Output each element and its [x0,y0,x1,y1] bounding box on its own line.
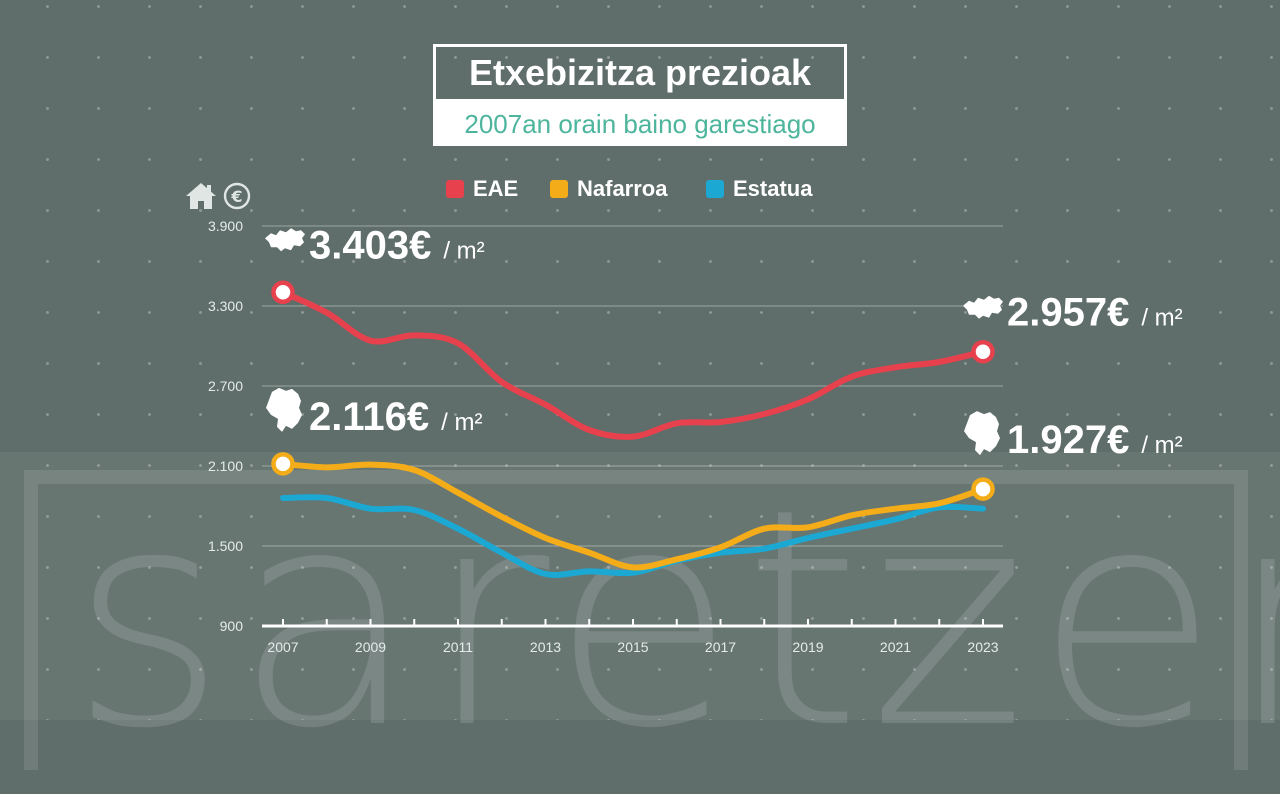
legend-label-nafarroa: Nafarroa [577,176,668,201]
watermark-band [0,452,1280,720]
price-label: 2.116€ / m² [309,395,482,439]
data-point-eae-2023 [971,339,995,364]
series-line-eae [280,289,986,440]
legend-item-estatua: Estatua [706,174,812,204]
euro-icon: € [223,182,251,210]
legend-swatch-nafarroa [550,180,568,198]
line-chart: 3.900 3.300 2.700 2.100 1.500 900 2007 2009 2011… [208,218,1183,655]
legend-label-eae: EAE [473,176,519,201]
price-annotation-eae-2023: 2.957€ / m² [963,291,1183,335]
price-unit: / m² [1141,305,1182,332]
price-unit: / m² [1141,432,1182,459]
price-annotation-eae-2007: 3.403€ / m² [265,223,485,267]
svg-text:€: € [230,187,242,206]
price-annotation-nafarroa-2023: 1.927€ / m² [964,411,1183,462]
x-tick-label: 2013 [530,639,561,655]
chart-subtitle: 2007an orain baino garestiago [433,102,847,146]
basque-country-map-icon [265,228,305,252]
price-annotation-nafarroa-2007: 2.116€ / m² [266,387,482,439]
x-tick-label: 2009 [355,639,386,655]
price-value: 2.116€ [309,395,429,439]
watermark-frame [24,470,1248,770]
y-tick-label: 2.700 [208,378,243,394]
x-tick-label: 2007 [267,639,298,655]
x-tick-label: 2021 [880,639,911,655]
y-tick-label: 3.300 [208,298,243,314]
series-line-nafarroa [280,460,986,571]
y-tick-label: 3.900 [208,218,243,234]
legend-swatch-estatua [706,180,724,198]
legend-label-estatua: Estatua [733,176,813,201]
navarre-map-icon [266,387,302,432]
price-unit: / m² [443,237,484,264]
house-icon [186,183,216,209]
chart-title: Etxebizitza prezioak [433,44,847,102]
x-tick-label: 2011 [443,639,473,655]
y-tick-label: 900 [220,618,244,634]
price-label: 3.403€ / m² [309,223,485,267]
data-point-nafarroa-2007 [271,452,295,476]
unit-icons: € [185,180,255,212]
legend-item-eae: EAE [446,174,518,204]
legend-item-nafarroa: Nafarroa [550,174,667,204]
x-tick-label: 2017 [705,639,736,655]
navarre-map-icon [964,411,1000,456]
basque-country-map-icon [963,295,1003,319]
price-label: 1.927€ / m² [1007,418,1183,462]
price-value: 2.957€ [1007,291,1129,335]
series-line-estatua [280,494,986,578]
data-point-nafarroa-2023 [971,477,995,501]
y-tick-label: 1.500 [208,538,243,554]
price-label: 2.957€ / m² [1007,291,1183,335]
price-value: 3.403€ [309,223,431,267]
y-tick-label: 2.100 [208,458,243,474]
data-point-eae-2007 [271,280,295,305]
x-tick-label: 2023 [967,639,998,655]
price-value: 1.927€ [1007,418,1129,462]
x-tick-label: 2019 [792,639,823,655]
legend-swatch-eae [446,180,464,198]
price-unit: / m² [441,409,482,436]
x-tick-label: 2015 [617,639,648,655]
